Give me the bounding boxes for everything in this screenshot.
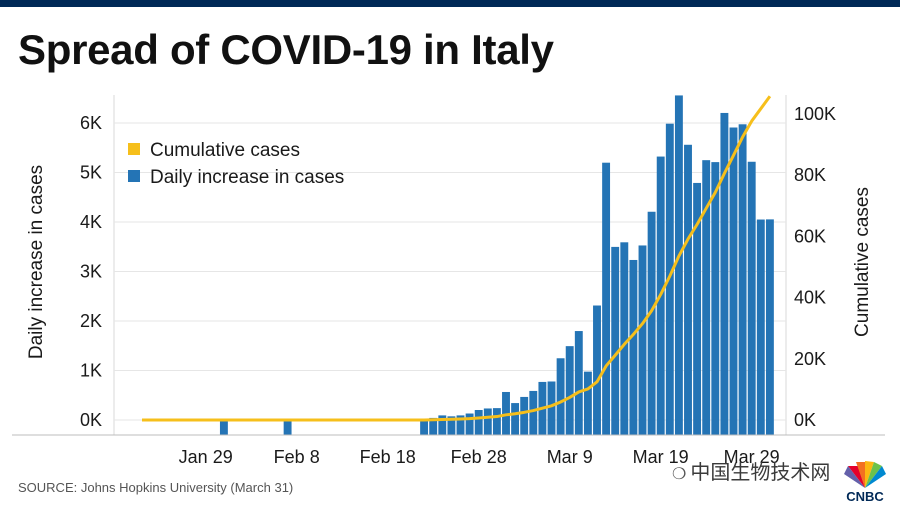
y-tick-label: 3K [80,262,102,282]
daily-bar [520,396,529,435]
daily-bar [620,242,629,435]
daily-bar [474,410,483,435]
daily-bar [647,211,656,435]
x-tick-label: Feb 8 [274,447,320,467]
daily-bar [456,415,465,435]
daily-bar [629,259,638,435]
daily-bar [529,390,538,435]
daily-bar [729,127,738,435]
daily-bar [438,415,447,435]
daily-bar [483,408,492,435]
y-tick-label: 1K [80,361,102,381]
watermark: ❍ 中国生物技术网 [672,456,830,485]
chart-axes: 0K 1K 2K 3K 4K 5K 6K 0K 20K 40K 60K 80K 100K Jan 29 Fe… [12,104,885,467]
daily-bar [565,346,574,435]
y-tick-label: 5K [80,163,102,183]
daily-bar [674,95,683,436]
daily-bar [765,219,774,435]
page-title: Spread of COVID-19 in Italy [18,26,554,73]
daily-bar [711,162,720,436]
daily-bar [547,381,556,435]
daily-bar [583,371,592,435]
peacock-icon [844,461,886,488]
y-tick-label: 2K [80,311,102,331]
daily-bar [693,182,702,435]
top-banner-bar [0,0,900,7]
daily-bar [219,419,228,435]
source-note: SOURCE: Johns Hopkins University (March … [18,480,294,495]
watermark-text: 中国生物技术网 [690,460,831,484]
y-axis-title: Daily increase in cases [26,165,47,359]
x-tick-label: Mar 29 [724,447,780,467]
daily-bar [429,417,438,435]
cumulative-line-layer [142,95,772,422]
daily-bar [420,419,429,435]
y2-tick-label: 80K [794,165,826,185]
daily-bar [611,246,620,435]
y2-tick-label: 20K [794,349,826,369]
x-tick-label: Feb 18 [360,447,416,467]
x-tick-label: Jan 29 [179,447,233,467]
daily-bar [465,413,474,435]
x-tick-label: Mar 19 [633,447,689,467]
cnbc-logo-text: CNBC [846,489,884,504]
daily-bar [447,416,456,435]
daily-bar [756,219,765,435]
wechat-icon: ❍ [672,464,687,483]
y2-tick-label: 60K [794,226,826,246]
y-tick-label: 4K [80,212,102,232]
x-tick-label: Feb 28 [451,447,507,467]
daily-bar [720,112,729,435]
legend-label-daily: Daily increase in cases [150,167,344,188]
daily-bar [684,144,692,435]
daily-bar [283,419,292,435]
legend-swatch-cumulative [128,143,140,155]
daily-bar [511,403,520,435]
daily-bar [747,161,756,435]
chart-legend: Cumulative cases Daily increase in cases [128,140,344,188]
y2-tick-label: 100K [794,104,836,124]
y2-tick-label: 40K [794,288,826,308]
daily-bar [702,160,711,436]
y2-tick-label: 0K [794,410,816,430]
daily-bar [593,305,601,435]
daily-bar [638,245,647,435]
daily-bar [602,162,611,435]
y2-axis-title: Cumulative cases [852,187,873,337]
daily-bar [738,124,747,435]
daily-bars [219,95,774,436]
cumulative-line [142,95,772,422]
daily-bar [574,331,583,435]
legend-swatch-daily [128,170,140,182]
x-tick-label: Mar 9 [547,447,593,467]
daily-bar [492,408,501,435]
cnbc-logo: CNBC [834,460,896,504]
daily-bar [556,358,565,435]
y-tick-label: 6K [80,113,102,133]
legend-label-cumulative: Cumulative cases [150,140,300,161]
y-tick-label: 0K [80,410,102,430]
